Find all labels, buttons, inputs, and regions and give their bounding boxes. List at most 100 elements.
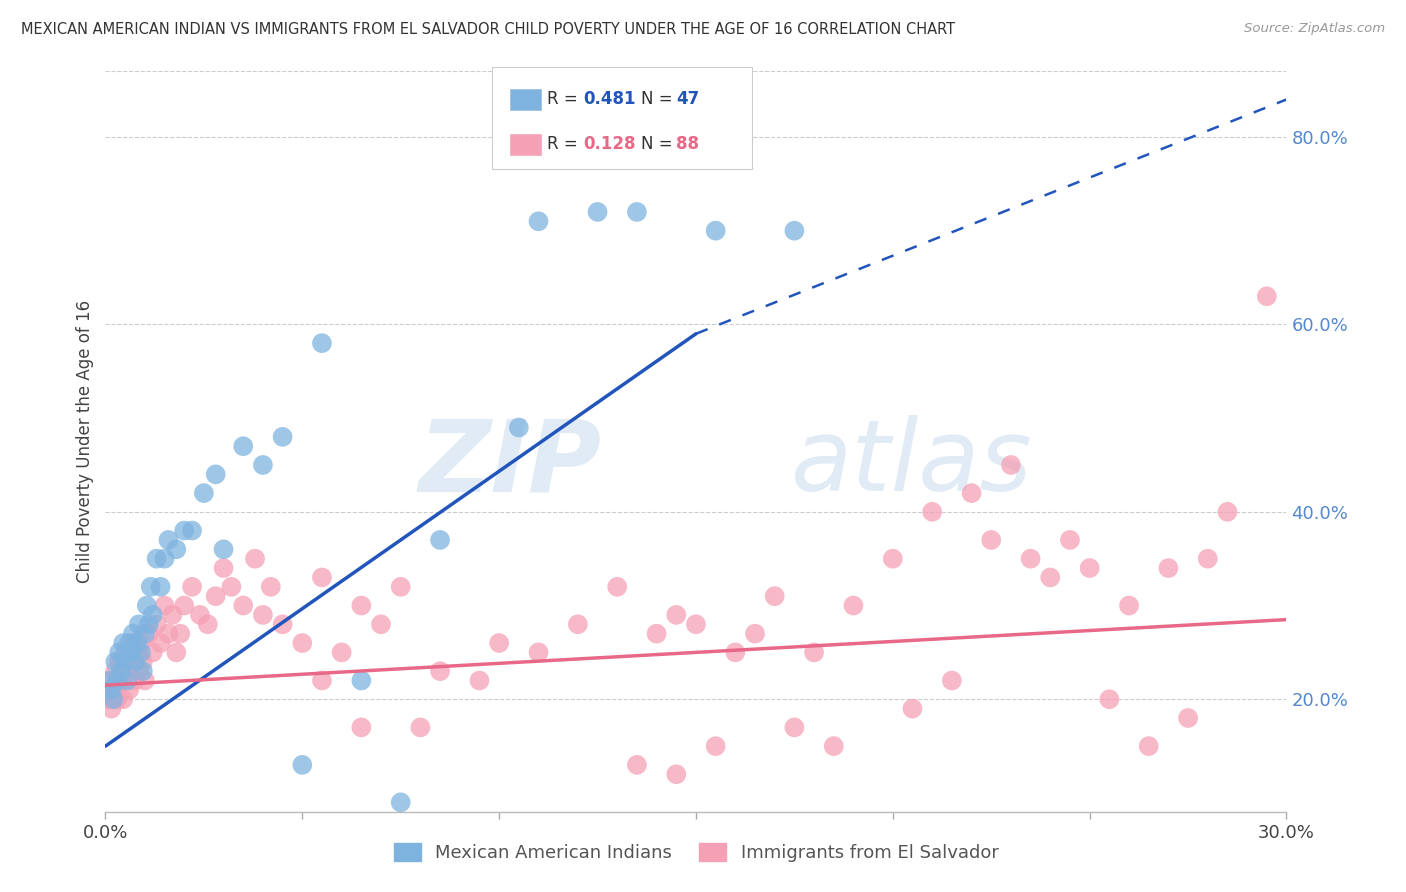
Point [606, 580, 628, 594]
Point [103, 692, 125, 706]
Point [291, 757, 314, 772]
Point [389, 795, 412, 809]
Point [135, 599, 157, 613]
Point [921, 505, 943, 519]
Point [125, 645, 148, 659]
Point [1039, 570, 1062, 584]
Point [120, 645, 142, 659]
Point [197, 617, 219, 632]
Point [842, 599, 865, 613]
Point [882, 551, 904, 566]
Point [153, 599, 176, 613]
Point [243, 551, 266, 566]
Point [311, 336, 333, 351]
Point [960, 486, 983, 500]
Point [409, 720, 432, 734]
Text: 88: 88 [676, 136, 699, 153]
Point [704, 739, 727, 753]
Point [389, 580, 412, 594]
Point [665, 767, 688, 781]
Point [124, 655, 146, 669]
Point [271, 617, 294, 632]
Point [138, 626, 160, 640]
Point [1078, 561, 1101, 575]
Point [124, 673, 146, 688]
Point [157, 626, 180, 640]
Point [153, 551, 176, 566]
Point [724, 645, 747, 659]
Point [783, 224, 806, 238]
Point [108, 655, 131, 669]
Point [96, 692, 118, 706]
Point [1256, 289, 1278, 303]
Point [488, 636, 510, 650]
Point [350, 720, 373, 734]
Point [941, 673, 963, 688]
Point [173, 599, 195, 613]
Point [105, 692, 128, 706]
Point [311, 570, 333, 584]
Point [586, 205, 609, 219]
Text: atlas: atlas [790, 416, 1032, 512]
Point [114, 645, 136, 659]
Text: 0.128: 0.128 [583, 136, 636, 153]
Point [118, 636, 141, 650]
Point [139, 580, 162, 594]
Point [138, 617, 160, 632]
Point [350, 673, 373, 688]
Point [252, 607, 274, 622]
Point [330, 645, 353, 659]
Point [980, 533, 1002, 547]
Point [1216, 505, 1239, 519]
Point [145, 551, 167, 566]
Point [221, 580, 243, 594]
Point [188, 607, 211, 622]
Point [204, 467, 226, 482]
Point [142, 645, 165, 659]
Point [115, 673, 138, 688]
Point [204, 589, 226, 603]
Point [1157, 561, 1180, 575]
Point [645, 626, 668, 640]
Point [429, 533, 451, 547]
Point [145, 617, 167, 632]
Point [128, 664, 150, 678]
Point [110, 673, 132, 688]
Point [134, 626, 156, 640]
Point [527, 645, 550, 659]
Point [1197, 551, 1219, 566]
Point [132, 655, 155, 669]
Point [1019, 551, 1042, 566]
Point [626, 205, 648, 219]
Point [108, 645, 131, 659]
Point [823, 739, 845, 753]
Point [169, 626, 191, 640]
Point [120, 655, 142, 669]
Text: Source: ZipAtlas.com: Source: ZipAtlas.com [1244, 22, 1385, 36]
Legend: Mexican American Indians, Immigrants from El Salvador: Mexican American Indians, Immigrants fro… [387, 836, 1005, 870]
Point [165, 645, 187, 659]
Point [181, 524, 204, 538]
Point [128, 617, 150, 632]
Point [105, 673, 128, 688]
Point [1098, 692, 1121, 706]
Point [132, 664, 155, 678]
Point [125, 636, 148, 650]
Point [212, 542, 235, 557]
Point [350, 599, 373, 613]
Point [149, 636, 172, 650]
Text: MEXICAN AMERICAN INDIAN VS IMMIGRANTS FROM EL SALVADOR CHILD POVERTY UNDER THE A: MEXICAN AMERICAN INDIAN VS IMMIGRANTS FR… [21, 22, 955, 37]
Point [193, 486, 215, 500]
Point [232, 439, 254, 453]
Point [115, 664, 138, 678]
Point [626, 757, 648, 772]
Point [157, 533, 180, 547]
Point [98, 673, 121, 688]
Text: 47: 47 [676, 90, 700, 109]
Point [129, 636, 152, 650]
Point [783, 720, 806, 734]
Point [134, 673, 156, 688]
Point [112, 636, 135, 650]
Point [162, 607, 184, 622]
Point [744, 626, 766, 640]
